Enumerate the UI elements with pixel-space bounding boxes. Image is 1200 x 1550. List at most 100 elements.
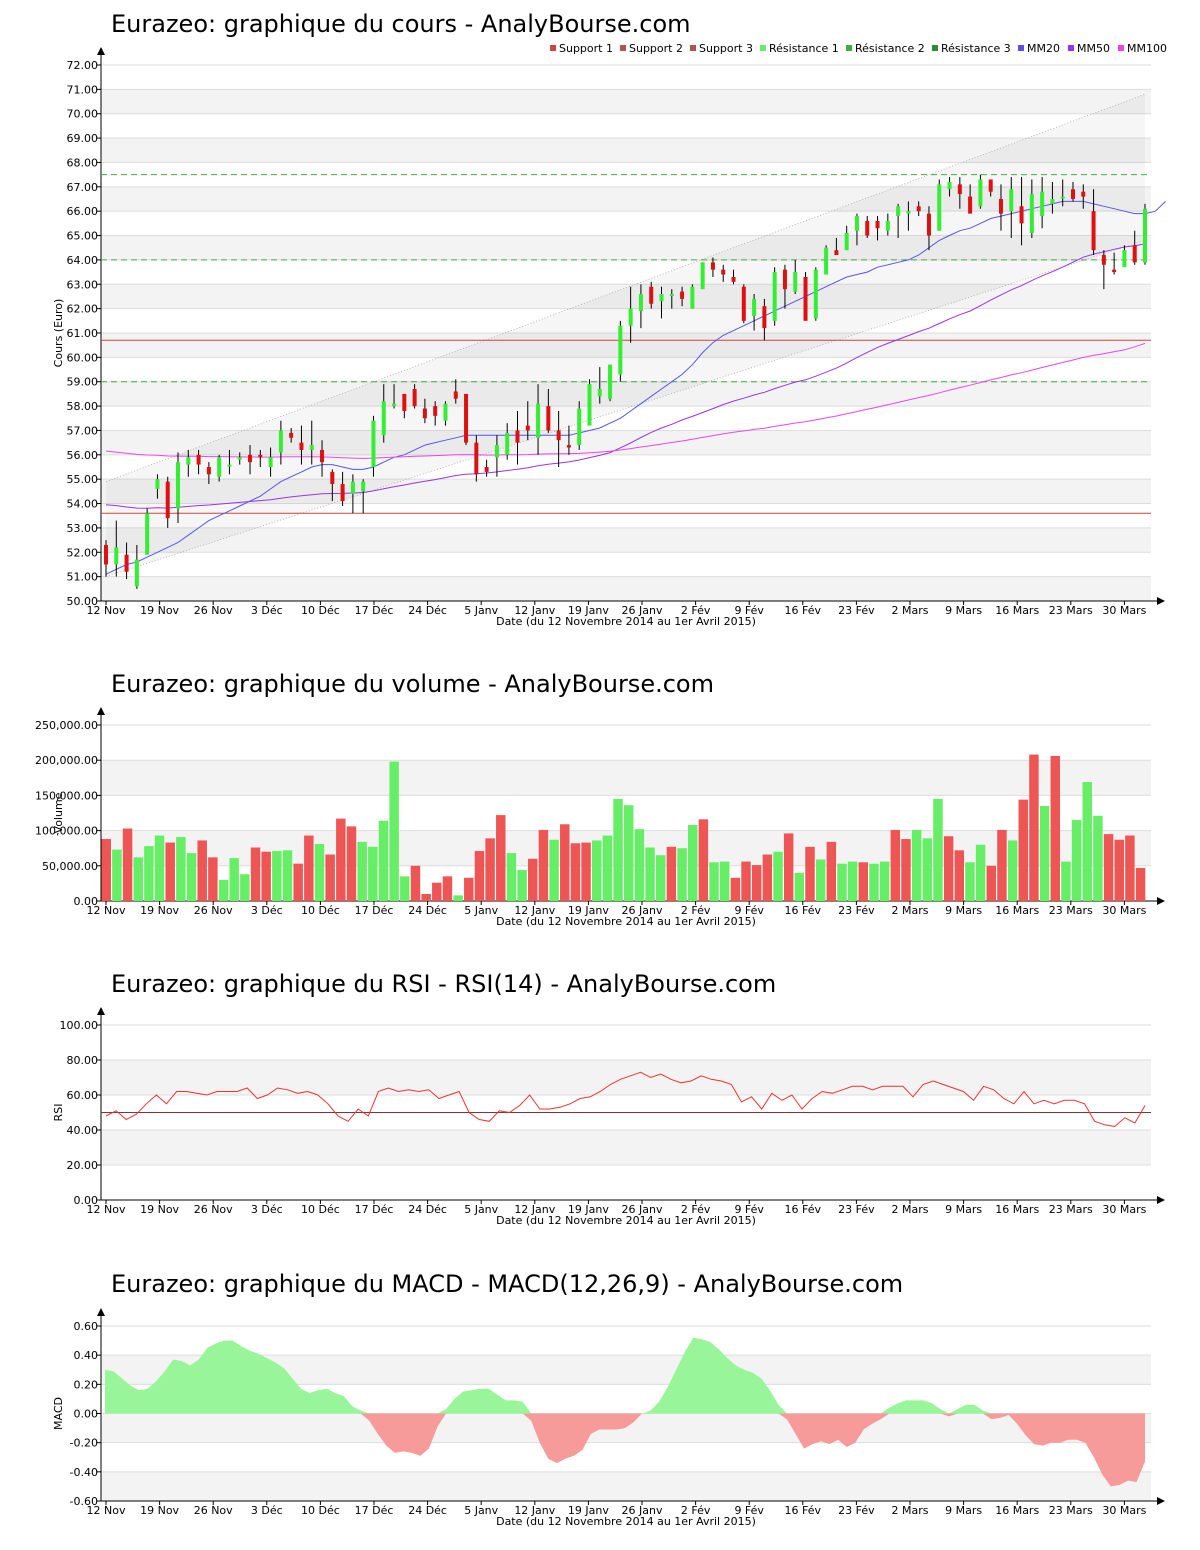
x-tick-label: 26 Nov xyxy=(194,1203,233,1216)
x-tick-label: 2 Mars xyxy=(892,1203,929,1216)
candle-body xyxy=(1029,194,1034,234)
y-tick-label: 250,000.00 xyxy=(35,719,98,732)
x-tick-label: 10 Déc xyxy=(301,1203,340,1216)
x-tick-label: 3 Déc xyxy=(251,1504,283,1517)
candle-body xyxy=(165,481,170,519)
candle-body xyxy=(957,184,962,195)
y-tick-label: 50.00 xyxy=(67,595,99,608)
legend-label: Résistance 3 xyxy=(941,42,1011,55)
volume-bar xyxy=(1061,861,1071,901)
volume-bar xyxy=(922,838,933,901)
volume-bar xyxy=(538,829,549,901)
x-tick-label: 16 Fév xyxy=(785,1203,822,1216)
x-tick-label: 9 Fév xyxy=(734,604,764,617)
plot-band xyxy=(101,1130,1151,1165)
legend-swatch xyxy=(620,45,626,51)
candle-body xyxy=(402,393,407,411)
trend-channel xyxy=(105,93,1146,578)
volume-bar xyxy=(346,826,357,901)
x-tick-label: 9 Fév xyxy=(734,1203,764,1216)
x-tick-label: 30 Mars xyxy=(1102,604,1146,617)
volume-bar xyxy=(218,879,229,901)
x-tick-label: 5 Janv xyxy=(464,1504,498,1517)
plot-band xyxy=(101,333,1151,358)
volume-bar xyxy=(879,861,890,901)
x-tick-label: 23 Fév xyxy=(838,604,875,617)
y-tick-label: 57.00 xyxy=(67,424,99,437)
volume-bar xyxy=(133,857,143,901)
volume-bar xyxy=(677,848,687,901)
volume-bar xyxy=(421,893,431,901)
volume-bar xyxy=(762,854,773,901)
volume-bar xyxy=(847,861,858,901)
macd-positive-area xyxy=(105,1337,1145,1414)
x-tick-label: 26 Janv xyxy=(622,1504,663,1517)
y-tick-label: -0.60 xyxy=(70,1495,98,1508)
y-tick-label: 50,000.00 xyxy=(42,860,98,873)
candle-body xyxy=(803,276,808,321)
x-tick-label: 12 Janv xyxy=(514,604,555,617)
x-tick-label: 17 Déc xyxy=(355,1203,394,1216)
volume-bar xyxy=(304,835,314,901)
volume-bar xyxy=(890,829,901,901)
candle-body xyxy=(237,457,242,460)
volume-bar xyxy=(464,877,474,901)
candle-body xyxy=(206,467,211,475)
mm20-line xyxy=(105,200,1166,575)
volume-bar xyxy=(709,862,719,901)
volume-bar xyxy=(1050,755,1060,901)
x-tick-label: 3 Déc xyxy=(251,1203,283,1216)
x-tick-label: 12 Janv xyxy=(514,1203,555,1216)
candle-body xyxy=(1101,255,1106,265)
volume-bar xyxy=(581,842,591,901)
y-tick-label: 200,000.00 xyxy=(35,754,98,767)
y-tick-label: -0.20 xyxy=(70,1437,98,1450)
volume-bar xyxy=(144,846,154,901)
candle-body xyxy=(1122,250,1127,268)
volume-bar xyxy=(1114,839,1124,901)
macd-chart-panel: Eurazeo: graphique du MACD - MACD(12,26,… xyxy=(0,1260,1200,1550)
y-tick-label: 150,000.00 xyxy=(35,789,98,802)
y-tick-label: 65.00 xyxy=(67,230,99,243)
price-chart: 72.00 71.00 70.00 69.00 68.00 67.00 66.00 65.00… xyxy=(52,42,1167,628)
volume-bar xyxy=(815,859,826,901)
volume-bar xyxy=(634,829,645,901)
candle-body xyxy=(536,403,541,438)
volume-bar xyxy=(517,870,527,901)
volume-bar xyxy=(122,828,133,901)
y-axis-label: Cours (Euro) xyxy=(52,299,65,368)
x-axis-label: Date (du 12 Novembre 2014 au 1er Avril 2… xyxy=(496,615,756,628)
y-tick-label: 59.00 xyxy=(67,376,99,389)
x-tick-label: 16 Mars xyxy=(995,1504,1039,1517)
volume-bar xyxy=(911,829,922,901)
x-tick-label: 26 Janv xyxy=(622,604,663,617)
y-tick-label: 58.00 xyxy=(67,400,99,413)
volume-bar xyxy=(1082,782,1092,901)
candle-body xyxy=(834,250,839,256)
volume-bar xyxy=(805,846,815,901)
candle-body xyxy=(114,547,119,565)
candle-body xyxy=(978,179,983,207)
candle-body xyxy=(505,432,510,455)
x-tick-label: 2 Mars xyxy=(892,1504,929,1517)
y-tick-label: 64.00 xyxy=(67,254,99,267)
volume-bar xyxy=(975,844,986,901)
volume-bar xyxy=(666,846,677,901)
volume-bar xyxy=(240,874,250,901)
macd-negative-area xyxy=(105,1413,1145,1487)
volume-bar xyxy=(570,843,581,901)
plot-band xyxy=(101,284,1151,309)
volume-bar xyxy=(1039,805,1050,901)
volume-bar xyxy=(101,839,111,901)
plot-band xyxy=(101,479,1151,504)
x-tick-label: 9 Mars xyxy=(945,604,982,617)
volume-bar xyxy=(965,862,975,901)
plot-band xyxy=(101,89,1151,114)
y-tick-label: 54.00 xyxy=(67,498,99,511)
candle-body xyxy=(793,272,798,292)
legend-label: Résistance 1 xyxy=(769,42,839,55)
x-tick-label: 2 Mars xyxy=(892,904,929,917)
candle-body xyxy=(196,454,201,465)
candle-body xyxy=(443,403,448,421)
volume-bar xyxy=(986,865,997,901)
